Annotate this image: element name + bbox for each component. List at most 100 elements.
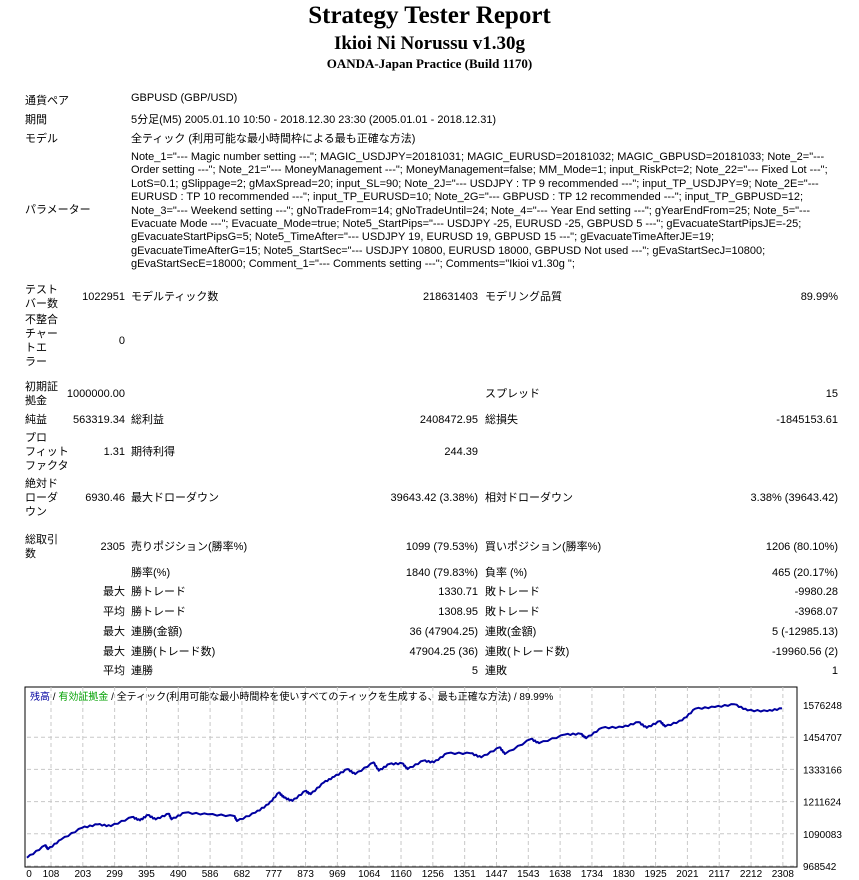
- stat-label: プロ フィット ファクタ: [25, 432, 69, 472]
- x-tick-label: 1447: [485, 869, 508, 880]
- legend-sep: /: [50, 692, 59, 703]
- x-tick-label: 2117: [708, 869, 730, 880]
- stat-label: 最大ドローダウン: [131, 492, 219, 504]
- stat-label: 勝トレード: [131, 586, 186, 598]
- plot-area: [24, 686, 798, 868]
- stat-label: 敗トレード: [485, 586, 540, 598]
- stat-value: 平均: [103, 665, 125, 677]
- x-tick-label: 203: [74, 869, 91, 880]
- x-tick-label: 2212: [740, 869, 763, 880]
- stat-value: 15: [825, 388, 838, 400]
- stat-label: 敗トレード: [485, 606, 540, 618]
- stat-label: 絶対ド ローダ ウン: [25, 478, 58, 518]
- stat-value: -9980.28: [794, 586, 838, 598]
- y-tick-label: 1211624: [803, 798, 842, 809]
- stat-value: 1840 (79.83%): [405, 567, 478, 579]
- period-value: 5分足(M5) 2005.01.10 10:50 - 2018.12.30 23…: [131, 114, 497, 126]
- stat-label: 不整合 チャー トエ ラー: [25, 314, 58, 368]
- stat-label: 勝トレード: [131, 606, 186, 618]
- params-label: パラメーター: [25, 204, 91, 216]
- stat-value: 最大: [103, 646, 125, 658]
- stat-value: 5: [471, 665, 478, 677]
- stat-label: テスト バー数: [25, 284, 58, 310]
- stat-value: 218631403: [422, 291, 478, 303]
- stat-label: 勝率(%): [131, 567, 171, 579]
- stat-label: 負率 (%): [485, 567, 528, 579]
- server-build: OANDA-Japan Practice (Build 1170): [326, 56, 533, 71]
- stat-label: モデリング品質: [485, 291, 562, 303]
- x-tick-label: 108: [43, 869, 60, 880]
- y-tick-label: 1090083: [803, 830, 842, 841]
- stat-label: モデルティック数: [131, 291, 219, 303]
- model-label: モデル: [25, 133, 58, 145]
- stat-value: 47904.25 (36): [409, 646, 479, 658]
- stat-label: 連勝(トレード数): [131, 646, 216, 658]
- x-tick-label: 777: [265, 869, 282, 880]
- legend-quality: 89.99%: [519, 692, 554, 703]
- stat-label: 初期証 拠金: [25, 381, 58, 407]
- legend-sep: /: [511, 692, 520, 703]
- stat-label: 期待利得: [131, 446, 175, 458]
- report-title: Strategy Tester Report: [308, 2, 551, 29]
- stat-value: 563319.34: [73, 414, 125, 426]
- x-tick-label: 2021: [676, 869, 699, 880]
- stat-value: 89.99%: [800, 291, 838, 303]
- stat-value: 最大: [103, 626, 125, 638]
- stat-value: 1206 (80.10%): [765, 541, 838, 553]
- legend-balance: 残高: [30, 692, 50, 703]
- stat-value: 1: [831, 665, 838, 677]
- x-tick-label: 682: [234, 869, 251, 880]
- chart-legend: 残高 / 有効証拠金 / 全ティック(利用可能な最小時間枠を使いすべてのティック…: [30, 688, 553, 703]
- x-tick-label: 1925: [644, 869, 667, 880]
- period-label: 期間: [25, 114, 47, 126]
- legend-equity: 有効証拠金: [58, 692, 109, 703]
- stat-label: 連勝(金額): [131, 626, 183, 638]
- stat-value: 1022951: [82, 291, 125, 303]
- stat-value: 3.38% (39643.42): [750, 492, 838, 504]
- legend-model: 全ティック(利用可能な最小時間枠を使いすべてのティックを生成する、最も正確な方法…: [116, 692, 512, 703]
- stat-label: 総取引 数: [25, 534, 58, 560]
- stat-value: 1000000.00: [66, 388, 125, 400]
- stat-value: 39643.42 (3.38%): [390, 492, 478, 504]
- x-tick-label: 586: [202, 869, 219, 880]
- stat-value: 2408472.95: [419, 414, 478, 426]
- x-tick-label: 873: [297, 869, 314, 880]
- symbol-label: 通貨ペア: [25, 95, 69, 107]
- x-tick-label: 299: [106, 869, 123, 880]
- stat-label: 純益: [25, 414, 47, 426]
- stat-value: 1330.71: [438, 586, 478, 598]
- x-tick-label: 1638: [549, 869, 572, 880]
- stat-label: 売りポジション(勝率%): [131, 541, 248, 553]
- y-tick-label: 968542: [803, 862, 837, 873]
- x-tick-label: 490: [170, 869, 187, 880]
- params-value: Note_1="--- Magic number setting ---"; M…: [131, 151, 828, 271]
- stat-value: 6930.46: [85, 492, 125, 504]
- stat-label: 相対ドローダウン: [485, 492, 573, 504]
- x-tick-label: 1734: [581, 869, 604, 880]
- stat-value: -1845153.61: [776, 414, 838, 426]
- stat-value: -19960.56 (2): [771, 646, 838, 658]
- stat-value: -3968.07: [794, 606, 838, 618]
- x-tick-label: 1256: [422, 869, 445, 880]
- stat-label: 総損失: [485, 414, 518, 426]
- symbol-value: GBPUSD (GBP/USD): [131, 92, 238, 104]
- stat-value: 244.39: [444, 446, 478, 458]
- x-tick-label: 1064: [358, 869, 381, 880]
- stat-value: 5 (-12985.13): [771, 626, 838, 638]
- stat-label: 連敗: [485, 665, 507, 677]
- y-tick-label: 1333166: [803, 765, 842, 776]
- x-tick-label: 0: [26, 869, 32, 880]
- x-tick-label: 1830: [613, 869, 636, 880]
- x-tick-label: 1351: [454, 869, 477, 880]
- stat-label: スプレッド: [485, 388, 540, 400]
- stat-label: 連敗(トレード数): [485, 646, 570, 658]
- model-value: 全ティック (利用可能な最小時間枠による最も正確な方法): [131, 133, 416, 145]
- stat-value: 0: [118, 335, 125, 347]
- x-tick-label: 1543: [517, 869, 540, 880]
- stat-label: 総利益: [131, 414, 164, 426]
- y-tick-label: 1576248: [803, 701, 842, 712]
- y-tick-label: 1454707: [803, 733, 842, 744]
- x-tick-label: 2308: [772, 869, 795, 880]
- stat-value: 平均: [103, 606, 125, 618]
